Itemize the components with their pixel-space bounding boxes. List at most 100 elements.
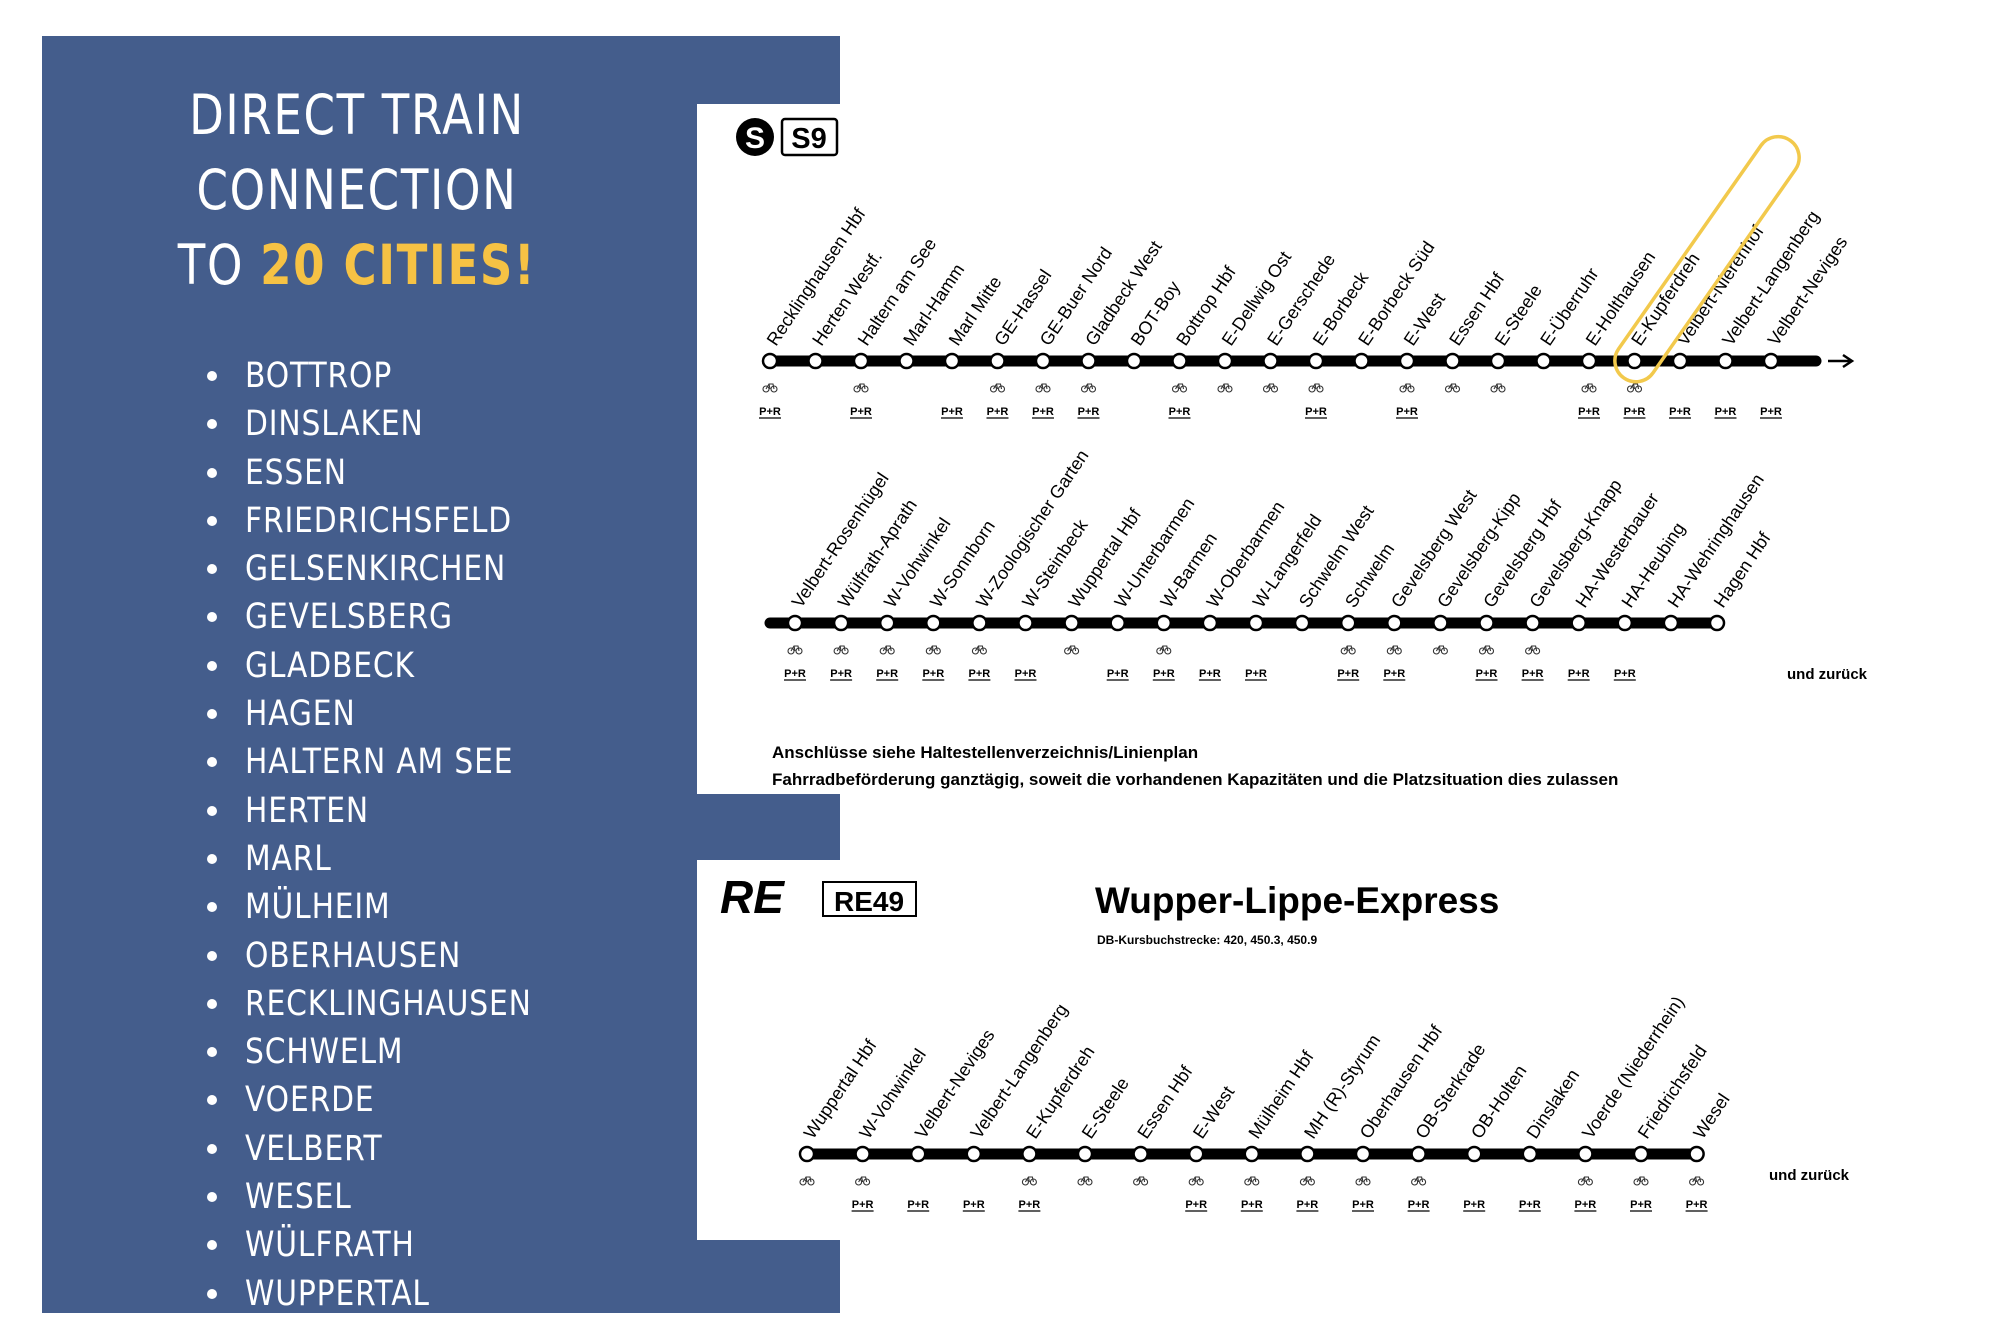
- station-marker: [1021, 1145, 1038, 1163]
- park-and-ride-label: P+R: [1297, 1199, 1319, 1211]
- park-and-ride-icon: P+R: [1475, 668, 1498, 681]
- park-and-ride-icon: P+R: [1714, 406, 1737, 419]
- park-and-ride-label: P+R: [1715, 406, 1737, 418]
- station-marker: [1293, 614, 1311, 632]
- headline-prefix: TO: [177, 233, 261, 297]
- station-name: Velbert-Langenberg: [967, 1000, 1072, 1142]
- station-name: Gevelsberg West: [1387, 486, 1481, 611]
- bike-icon: [1399, 383, 1415, 393]
- park-and-ride-icon: P+R: [922, 668, 945, 681]
- station-marker: [1524, 614, 1541, 632]
- bike-icon: [1633, 1176, 1649, 1186]
- park-and-ride-icon: P+R: [1032, 406, 1054, 419]
- city-item: HERTEN: [195, 787, 582, 835]
- park-and-ride-label: P+R: [1199, 668, 1221, 680]
- bike-icon: [799, 1176, 815, 1186]
- park-and-ride-icon: P+R: [1521, 668, 1544, 681]
- bullet-icon: [207, 757, 217, 768]
- park-and-ride-label: P+R: [759, 406, 781, 418]
- re49-row: Wuppertal HbfW-VohwinkelP+RVelbert-Nevig…: [798, 993, 1734, 1212]
- park-and-ride-icon: P+R: [1152, 668, 1175, 681]
- park-and-ride-icon: P+R: [1760, 406, 1782, 419]
- park-and-ride-label: P+R: [907, 1199, 929, 1211]
- station-marker: [1132, 1145, 1149, 1163]
- station: OB-Holten P+R: [1463, 1061, 1531, 1212]
- city-item: VOERDE: [195, 1076, 582, 1124]
- re49-card: [697, 860, 2000, 1240]
- headline-line-2: CONNECTION: [196, 158, 518, 222]
- city-name: GLADBECK: [245, 645, 415, 686]
- city-name: VOERDE: [245, 1080, 375, 1121]
- station-name: HA-Westerbauer: [1571, 489, 1662, 611]
- station-marker: [1076, 1145, 1094, 1163]
- bullet-icon: [207, 1143, 217, 1154]
- park-and-ride-icon: P+R: [1567, 668, 1590, 681]
- s-bahn-logo: S: [736, 118, 774, 156]
- station-marker: [1708, 614, 1726, 632]
- station-marker: [854, 1145, 871, 1163]
- station-name: E-West: [1400, 289, 1449, 349]
- station-marker: [807, 352, 824, 370]
- park-and-ride-label: P+R: [1686, 1199, 1708, 1211]
- station: E-Überruhr: [1535, 264, 1603, 370]
- station-marker: [1521, 1145, 1539, 1163]
- park-and-ride-icon: P+R: [1383, 668, 1406, 681]
- park-and-ride-label: P+R: [784, 668, 806, 680]
- park-and-ride-icon: P+R: [1574, 1199, 1597, 1212]
- park-and-ride-label: P+R: [1614, 668, 1636, 680]
- park-and-ride-icon: P+R: [1337, 668, 1360, 681]
- station-name: E-West: [1189, 1082, 1238, 1142]
- park-and-ride-icon: P+R: [1168, 406, 1191, 419]
- park-and-ride-label: P+R: [1669, 406, 1691, 418]
- station-marker: [786, 614, 804, 632]
- park-and-ride-label: P+R: [1519, 1199, 1541, 1211]
- park-and-ride-label: P+R: [1575, 1199, 1597, 1211]
- park-and-ride-icon: P+R: [1018, 1199, 1041, 1212]
- station-name: Gevelsberg-Kipp: [1433, 489, 1525, 611]
- bike-icon: [1077, 1176, 1093, 1186]
- bike-icon: [1021, 1176, 1037, 1186]
- park-and-ride-label: P+R: [1169, 406, 1191, 418]
- station-marker: [965, 1145, 983, 1163]
- bike-icon: [1133, 1176, 1149, 1186]
- park-and-ride-icon: P+R: [830, 668, 853, 681]
- station-name: Wesel: [1689, 1090, 1733, 1142]
- station: Dinslaken P+R: [1518, 1066, 1584, 1212]
- bike-icon: [1490, 383, 1506, 393]
- park-and-ride-label: P+R: [1383, 668, 1405, 680]
- station-name: Dinslaken: [1523, 1066, 1584, 1143]
- bike-icon: [989, 383, 1006, 393]
- city-name: SCHWELM: [245, 1032, 404, 1073]
- park-and-ride-icon: P+R: [1296, 1199, 1319, 1212]
- s9-card: [697, 104, 2000, 794]
- bike-icon: [1188, 1176, 1204, 1186]
- highlight-ring-layer: [1613, 134, 1801, 384]
- bike-icon: [1217, 383, 1233, 393]
- re-symbol: RE: [720, 871, 785, 923]
- station: Wesel P+R: [1685, 1090, 1734, 1212]
- station-marker: [1187, 1145, 1205, 1163]
- bullet-icon: [207, 1288, 217, 1299]
- park-and-ride-label: P+R: [1107, 668, 1129, 680]
- bike-icon: [853, 383, 869, 393]
- park-and-ride-label: P+R: [830, 668, 852, 680]
- city-item: HALTERN AM SEE: [195, 738, 582, 786]
- city-item: FRIEDRICHSFELD: [195, 497, 582, 545]
- station-marker: [852, 352, 870, 370]
- bike-icon: [762, 383, 778, 393]
- bullet-icon: [207, 998, 217, 1009]
- city-name: DINSLAKEN: [245, 404, 424, 445]
- city-name: HERTEN: [245, 790, 370, 831]
- station-marker: [1632, 1145, 1650, 1163]
- park-and-ride-label: P+R: [852, 1199, 874, 1211]
- bullet-icon: [207, 902, 217, 913]
- station-marker: [1155, 614, 1173, 632]
- station-marker: [1465, 1145, 1483, 1163]
- park-and-ride-icon: P+R: [1407, 1199, 1430, 1212]
- station-marker: [909, 1145, 927, 1163]
- station-marker: [1080, 352, 1097, 370]
- park-and-ride-label: P+R: [1352, 1199, 1374, 1211]
